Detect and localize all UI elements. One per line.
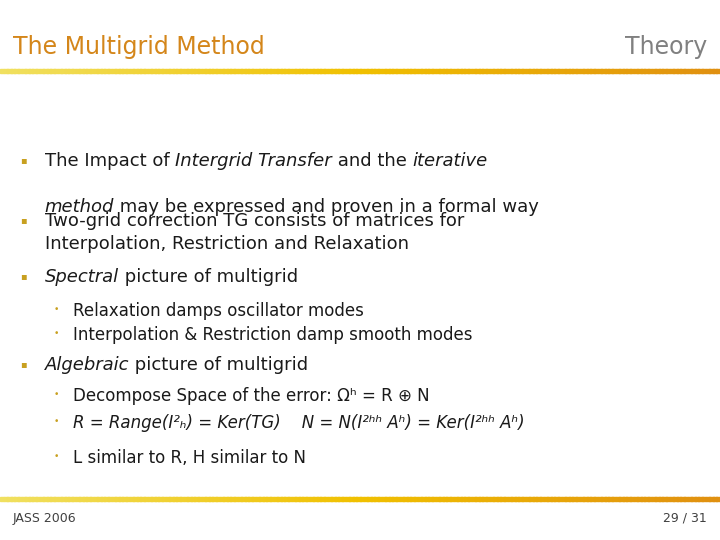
Text: •: • — [53, 451, 59, 461]
Text: ▪: ▪ — [19, 215, 27, 225]
Text: •: • — [53, 329, 59, 338]
Text: method: method — [45, 198, 114, 217]
Text: ▪: ▪ — [19, 154, 27, 165]
Text: picture of multigrid: picture of multigrid — [119, 268, 298, 286]
Text: Intergrid Transfer: Intergrid Transfer — [175, 152, 332, 170]
Text: may be expressed and proven in a formal way: may be expressed and proven in a formal … — [114, 198, 539, 217]
Text: •: • — [53, 390, 59, 399]
Text: and the: and the — [332, 152, 413, 170]
Text: Spectral: Spectral — [45, 268, 119, 286]
Text: Theory: Theory — [625, 35, 707, 59]
Text: ▪: ▪ — [19, 271, 27, 281]
Text: •: • — [53, 417, 59, 426]
Text: Algebraic: Algebraic — [45, 356, 129, 374]
Text: Interpolation, Restriction and Relaxation: Interpolation, Restriction and Relaxatio… — [45, 235, 409, 253]
Text: •: • — [53, 305, 59, 314]
Text: iterative: iterative — [413, 152, 487, 170]
Text: Decompose Space of the error: Ωʰ = R ⊕ N: Decompose Space of the error: Ωʰ = R ⊕ N — [73, 387, 430, 405]
Text: ▪: ▪ — [19, 359, 27, 369]
Text: R = Range(I²ₕ) = Ker(TG)    N = N(I²ʰʰ Aʰ) = Ker(I²ʰʰ Aʰ): R = Range(I²ₕ) = Ker(TG) N = N(I²ʰʰ Aʰ) … — [73, 414, 525, 432]
Text: The Impact of: The Impact of — [45, 152, 175, 170]
Text: Relaxation damps oscillator modes: Relaxation damps oscillator modes — [73, 302, 364, 320]
Text: picture of multigrid: picture of multigrid — [129, 356, 308, 374]
Text: 29 / 31: 29 / 31 — [663, 512, 707, 525]
Text: Interpolation & Restriction damp smooth modes: Interpolation & Restriction damp smooth … — [73, 326, 473, 344]
Text: L similar to R, H similar to N: L similar to R, H similar to N — [73, 449, 307, 467]
Text: Two-grid correction TG consists of matrices for: Two-grid correction TG consists of matri… — [45, 212, 464, 230]
Text: The Multigrid Method: The Multigrid Method — [13, 35, 265, 59]
Text: JASS 2006: JASS 2006 — [13, 512, 76, 525]
